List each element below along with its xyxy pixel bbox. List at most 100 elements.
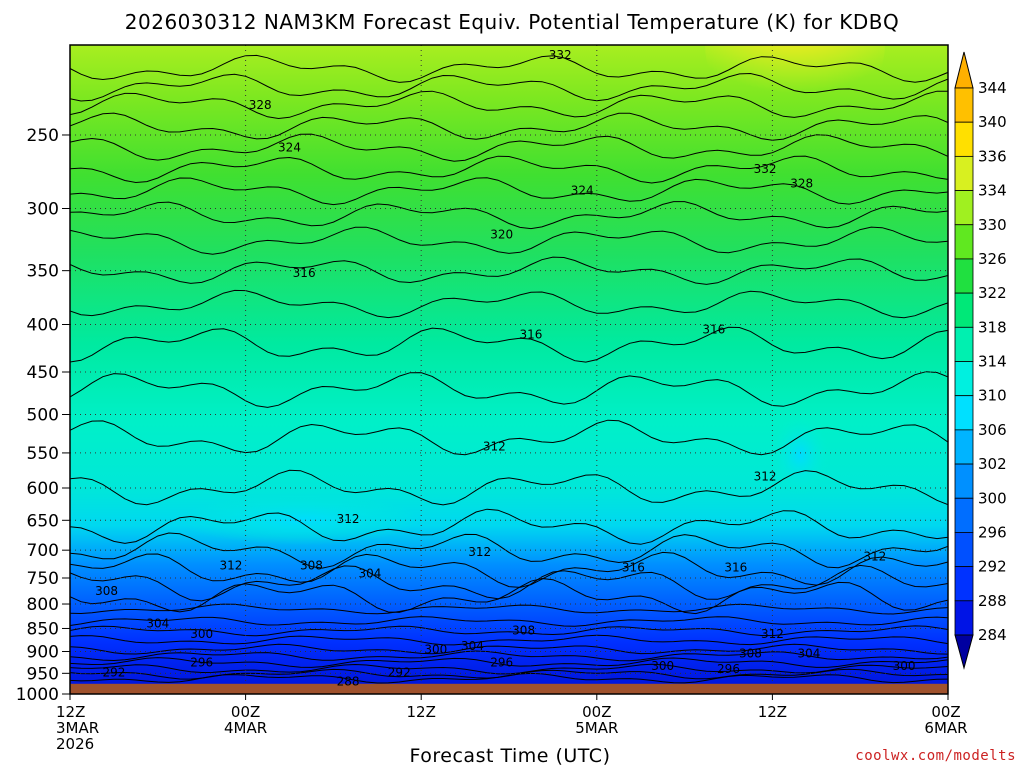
contour-label: 296 [717, 662, 740, 676]
x-tick-label: 12Z [56, 703, 85, 721]
contour-label: 316 [622, 561, 645, 575]
y-tick-label: 950 [27, 664, 59, 684]
colorbar-band [954, 258, 974, 294]
contour-label: 328 [790, 177, 813, 191]
colorbar-band [954, 463, 974, 499]
field-background [70, 45, 948, 694]
contour-label: 304 [461, 639, 484, 653]
colorbar-label: 300 [978, 489, 1007, 507]
contour-label: 312 [863, 549, 886, 563]
colorbar-label: 314 [978, 353, 1007, 371]
contour-lines [70, 54, 948, 684]
colorbar-band [954, 532, 974, 568]
contour-label: 292 [388, 665, 411, 679]
x-tick-label: 12Z [407, 703, 436, 721]
contour-line [70, 532, 948, 569]
contour-label: 296 [190, 656, 213, 670]
contour-line [70, 133, 948, 162]
contour-label: 300 [893, 659, 916, 673]
colorbar-top-arrow [954, 51, 974, 89]
colorbar-label: 306 [978, 421, 1007, 439]
y-tick-label: 650 [27, 511, 59, 531]
y-tick-label: 300 [27, 200, 59, 220]
x-tick-label: 12Z [758, 703, 787, 721]
contour-label: 304 [359, 567, 382, 581]
colorbar-band [954, 224, 974, 260]
contour-label: 308 [95, 584, 118, 598]
contour-label: 300 [651, 659, 674, 673]
plot-area [70, 45, 948, 694]
contour-line [70, 603, 948, 615]
credit-text: coolwx.com/modelts [855, 748, 1016, 764]
contour-line [70, 564, 948, 602]
ground [70, 683, 948, 694]
contour-line [70, 616, 948, 627]
contour-line [70, 419, 948, 456]
colorbar-label: 330 [978, 216, 1007, 234]
colorbar-band [954, 497, 974, 533]
contour-label: 300 [424, 642, 447, 656]
grid-lines [70, 45, 948, 694]
y-tick-label: 550 [27, 444, 59, 464]
colorbar-label: 292 [978, 558, 1007, 576]
contour-label: 308 [512, 623, 535, 637]
contour-line [70, 72, 948, 102]
x-tick-label: 3MAR [56, 719, 99, 737]
x-tick-label: 00Z [231, 703, 260, 721]
colorbar-label: 334 [978, 182, 1007, 200]
contour-label: 308 [739, 647, 762, 661]
x-tick-label: 2026 [56, 735, 94, 753]
contour-label: 316 [702, 323, 725, 337]
y-tick-label: 500 [27, 405, 59, 425]
plot-frame [69, 44, 949, 695]
contour-line [70, 577, 948, 615]
y-tick-label: 450 [27, 363, 59, 383]
cyan-anomaly [770, 415, 830, 495]
colorbar-band [954, 190, 974, 226]
contour-label: 304 [146, 617, 169, 631]
colorbar-label: 326 [978, 250, 1007, 268]
contour-label: 312 [761, 627, 784, 641]
contour-label: 316 [724, 561, 747, 575]
y-tick-label: 700 [27, 541, 59, 561]
x-tick-label: 4MAR [224, 719, 267, 737]
contour-line [70, 551, 948, 588]
y-tick-label: 1000 [16, 685, 59, 705]
colorbar: 284 288 292 296 300 302 306 310 314 318 322 326 330 3… [954, 51, 1007, 670]
contour-labels: 332 328 324 332 328 324 320 316 316 316 312 312 312 3… [95, 48, 915, 689]
x-tick-label: 00Z [582, 703, 611, 721]
contour-line [70, 326, 948, 363]
contour-line [70, 226, 948, 255]
contour-label: 312 [483, 439, 506, 453]
colorbar-band [954, 429, 974, 465]
y-axis: 250 300 350 400 450 500 550 600 650 700 750 800 850 9… [16, 126, 70, 705]
contour-label: 300 [190, 627, 213, 641]
contour-label: 288 [337, 675, 360, 689]
colorbar-bottom-arrow [954, 634, 974, 670]
colorbar-band [954, 361, 974, 397]
contour-label: 312 [337, 512, 360, 526]
x-tick-label: 6MAR [924, 719, 967, 737]
contour-line [70, 663, 948, 675]
colorbar-label: 302 [978, 455, 1007, 473]
contour-line [70, 672, 948, 684]
colorbar-band [954, 155, 974, 191]
contour-line [70, 256, 948, 285]
contour-label: 292 [102, 665, 125, 679]
y-tick-label: 900 [27, 643, 59, 663]
contour-line [70, 643, 948, 655]
contour-label: 316 [293, 266, 316, 280]
contour-label: 320 [490, 228, 513, 242]
colorbar-band [954, 87, 974, 123]
colorbar-label: 296 [978, 523, 1007, 541]
contour-line [70, 289, 948, 319]
y-tick-label: 750 [27, 569, 59, 589]
contour-label: 312 [754, 469, 777, 483]
contour-line [70, 201, 948, 230]
contour-label: 328 [249, 98, 272, 112]
contour-label: 332 [754, 162, 777, 176]
contour-label: 296 [490, 656, 513, 670]
contour-line [70, 657, 948, 668]
colorbar-label: 340 [978, 113, 1007, 131]
colorbar-label: 336 [978, 147, 1007, 165]
